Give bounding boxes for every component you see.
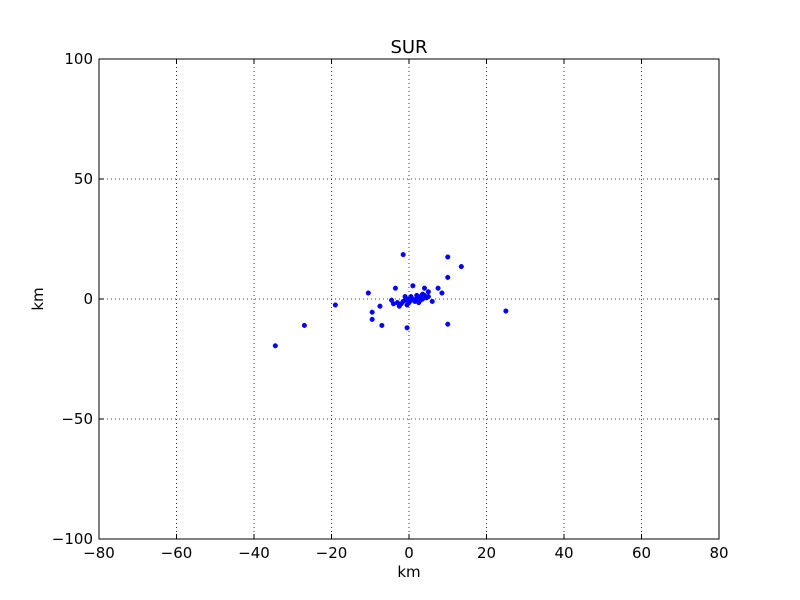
y-tick-label: 0 bbox=[83, 290, 93, 308]
y-tick-label: 50 bbox=[74, 170, 93, 188]
scatter-point bbox=[425, 289, 431, 295]
x-tick-label: 40 bbox=[554, 544, 573, 562]
x-tick-label: −20 bbox=[316, 544, 348, 562]
scatter-point bbox=[379, 322, 385, 328]
scatter-point bbox=[503, 308, 509, 314]
scatter-point bbox=[445, 254, 451, 260]
scatter-point bbox=[272, 343, 278, 349]
x-tick-label: 0 bbox=[404, 544, 414, 562]
scatter-point bbox=[429, 298, 435, 304]
scatter-point bbox=[445, 274, 451, 280]
x-tick-label: −40 bbox=[238, 544, 270, 562]
scatter-point bbox=[332, 302, 338, 308]
x-tick-label: 80 bbox=[709, 544, 728, 562]
scatter-point bbox=[365, 290, 371, 296]
data-points bbox=[272, 252, 509, 349]
scatter-point bbox=[425, 294, 431, 300]
axis-ticks: −80 −60 −40 −20 0 20 40 60 80 −100 −50 0 50 100 bbox=[52, 50, 729, 562]
x-tick-label: −80 bbox=[83, 544, 115, 562]
chart-title: SUR bbox=[390, 37, 427, 58]
scatter-point bbox=[392, 285, 398, 291]
scatter-point bbox=[445, 321, 451, 327]
scatter-point bbox=[369, 316, 375, 322]
y-tick-label: 100 bbox=[64, 50, 93, 68]
x-tick-label: 20 bbox=[477, 544, 496, 562]
scatter-point bbox=[400, 252, 406, 258]
grid-lines bbox=[99, 59, 719, 539]
x-axis-label: km bbox=[397, 563, 420, 581]
scatter-point bbox=[301, 322, 307, 328]
scatter-point bbox=[435, 285, 441, 291]
scatter-point bbox=[410, 283, 416, 289]
scatter-point bbox=[458, 264, 464, 270]
y-axis-label: km bbox=[29, 287, 47, 310]
y-tick-label: −100 bbox=[52, 530, 93, 548]
scatter-point bbox=[404, 325, 410, 331]
scatter-point bbox=[377, 303, 383, 309]
scatter-point bbox=[402, 294, 408, 300]
y-tick-label: −50 bbox=[61, 410, 93, 428]
scatter-point bbox=[369, 309, 375, 315]
x-tick-label: −60 bbox=[161, 544, 193, 562]
scatter-point bbox=[439, 290, 445, 296]
x-tick-label: 60 bbox=[632, 544, 651, 562]
scatter-point bbox=[421, 285, 428, 291]
